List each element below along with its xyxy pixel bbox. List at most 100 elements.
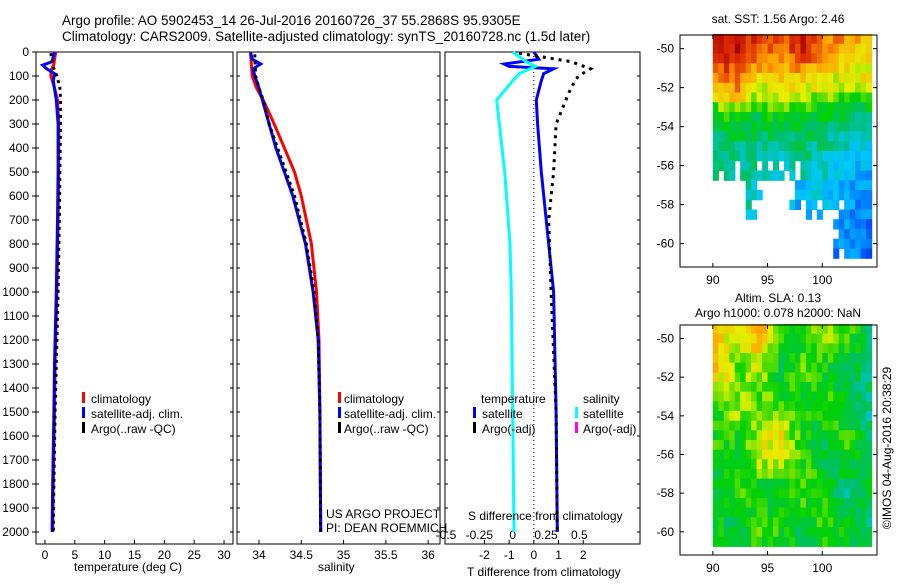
map-cell [833,219,840,230]
map-cell [855,238,862,249]
map-cell [794,121,801,133]
map-cell [794,391,801,402]
map-cell [833,170,840,181]
map-cell [767,43,774,55]
map-cell [762,382,769,393]
map-cell [805,469,812,480]
map-cell [811,449,818,460]
map-cell [784,536,791,547]
map-cell [745,391,752,402]
map-cell [844,73,851,84]
map-cell [723,507,730,518]
map-cell [827,372,834,383]
map-cell [849,498,856,509]
map-cell [800,63,807,74]
map-cell [822,121,829,133]
map-cell [740,382,747,393]
map-cell [773,391,780,402]
map-cell [734,353,741,364]
map-cell [838,459,845,470]
map-cell [718,160,725,171]
map-cell [762,488,769,499]
map-cell [833,199,840,210]
map-cell [784,121,791,133]
map-cell [866,353,873,364]
map-cell [794,131,801,142]
map-cell [827,151,834,162]
map-cell [844,151,851,162]
map-cell [734,488,741,499]
map-cell [767,353,774,364]
map-cell [849,527,856,538]
map-cell [860,517,867,528]
map-cell [740,478,747,489]
lat-tick-label: -54 [657,120,675,134]
legend-label: climatology [344,392,404,406]
map-cell [838,63,845,74]
map-cell [794,372,801,383]
map-cell [805,121,812,133]
map-cell [718,420,725,431]
map-cell [816,411,823,422]
map-cell [844,131,851,142]
map-cell [838,343,845,354]
map-cell [773,382,780,393]
map-cell [767,151,774,162]
map-cell [816,536,823,547]
map-cell [762,53,769,64]
map-cell [800,43,807,55]
map-cell [767,92,774,103]
map-cell [773,498,780,509]
map-cell [718,391,725,402]
map-cell [751,34,758,45]
legend-swatch-argo [338,422,341,433]
map-cell [866,343,873,354]
map-cell [838,527,845,538]
map-cell [745,92,752,103]
map-cell [838,82,845,94]
map-cell [811,372,818,383]
map-cell [718,430,725,441]
map-cell [751,190,758,201]
map-cell [762,391,769,402]
map-cell [811,488,818,499]
map-cell [718,353,725,364]
map-cell [789,199,796,210]
map-cell [860,498,867,509]
map-cell [729,527,736,538]
map-cell [800,353,807,364]
map-cell [751,498,758,509]
map-cell [866,63,873,74]
map-cell [784,517,791,528]
map-cell [827,440,834,451]
map-cell [866,170,873,181]
map-cell [822,151,829,162]
map-cell [751,420,758,431]
map-cell [751,459,758,470]
map-cell [712,141,719,152]
map-cell [784,82,791,94]
map-cell [827,507,834,518]
map-cell [729,498,736,509]
map-cell [855,199,862,210]
difference-panel: -2 -1 0 1 2 -0.5 -0.25 0 0.25 0.5 [436,50,641,562]
map-cell [789,121,796,133]
map-cell [822,92,829,103]
map-cell [822,43,829,55]
map-cell [805,372,812,383]
legend-header-salinity: salinity [583,392,620,406]
map-cell [745,420,752,431]
map-cell [805,43,812,55]
map-cell [855,517,862,528]
map-cell [866,43,873,55]
map-cell [784,440,791,451]
map-cell [762,82,769,94]
map-cell [833,131,840,142]
map-cell [762,151,769,162]
map-cell [729,362,736,373]
map-cell [723,372,730,383]
map-cell [833,248,840,259]
map-cell [800,382,807,393]
map-cell [866,449,873,460]
map-cell [751,63,758,74]
